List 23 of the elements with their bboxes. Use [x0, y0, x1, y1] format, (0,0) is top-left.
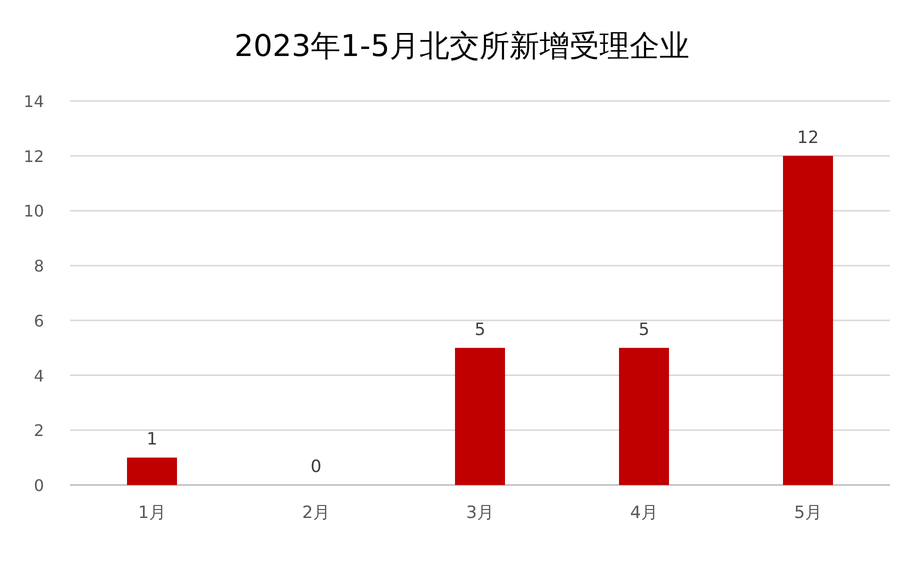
y-tick-label: 4 — [34, 366, 44, 386]
x-tick-label: 5月 — [794, 503, 822, 523]
data-label: 5 — [474, 320, 486, 340]
y-tick-label: 12 — [24, 146, 44, 166]
y-tick-label: 10 — [24, 202, 44, 221]
bar — [783, 156, 833, 485]
x-tick-label: 3月 — [466, 503, 494, 523]
x-tick-label: 2月 — [302, 503, 330, 523]
bar — [127, 458, 177, 485]
data-label: 0 — [310, 457, 322, 477]
x-tick-label: 1月 — [138, 503, 166, 523]
chart-title: 2023年1-5月北交所新增受理企业 — [234, 29, 690, 64]
data-label: 1 — [146, 430, 158, 450]
y-tick-label: 6 — [34, 311, 44, 330]
data-label: 5 — [638, 320, 650, 340]
y-tick-label: 0 — [34, 476, 44, 495]
x-tick-label: 4月 — [630, 503, 658, 523]
bar — [619, 348, 669, 485]
y-tick-label: 14 — [24, 92, 44, 111]
y-tick-label: 2 — [34, 421, 44, 440]
y-tick-label: 8 — [34, 256, 44, 276]
data-label: 12 — [797, 128, 819, 148]
bar — [455, 348, 505, 485]
